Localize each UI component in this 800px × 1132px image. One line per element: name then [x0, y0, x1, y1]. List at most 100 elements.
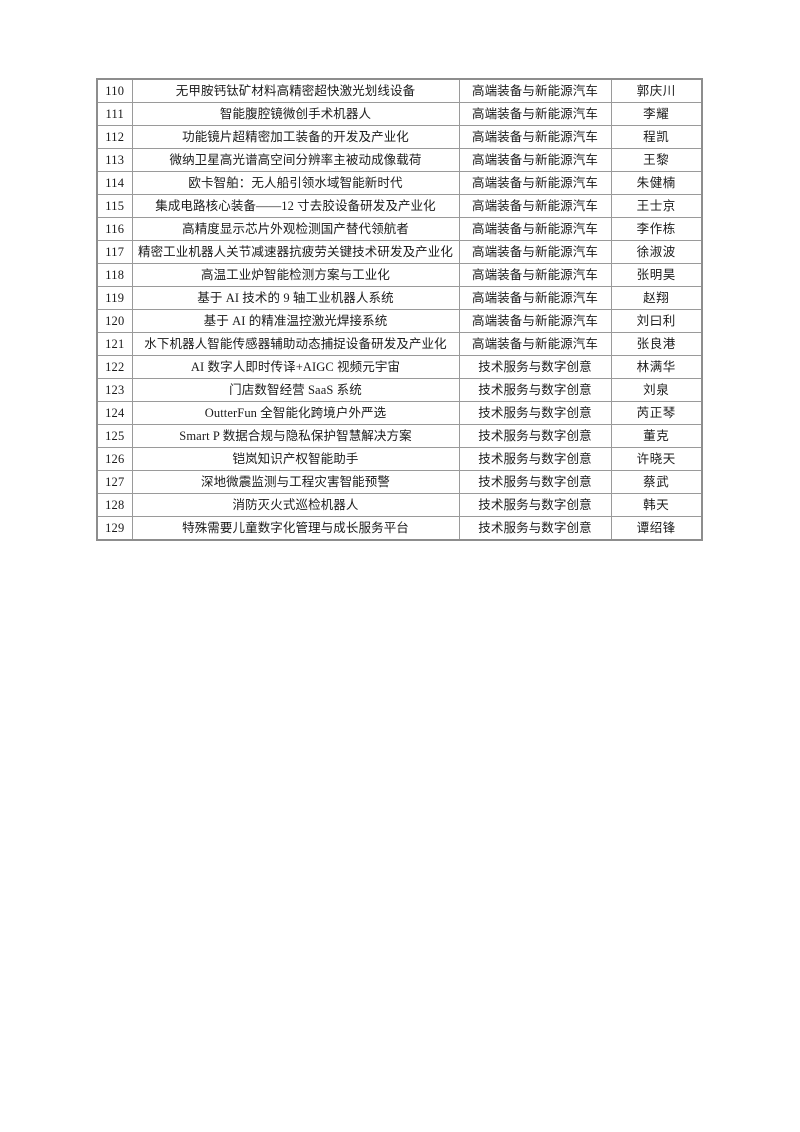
- table-row: 125 Smart P 数据合规与隐私保护智慧解决方案 技术服务与数字创意 董克: [96, 424, 703, 448]
- table-cell-title: OutterFun 全智能化跨境户外严选: [131, 401, 460, 425]
- table-cell-title: 门店数智经营 SaaS 系统: [131, 378, 460, 402]
- table-cell-person: 韩天: [610, 493, 703, 517]
- table-cell-field: 技术服务与数字创意: [458, 516, 612, 541]
- table-row: 126 铠岚知识产权智能助手 技术服务与数字创意 许晓天: [96, 447, 703, 471]
- table-cell-field: 高端装备与新能源汽车: [458, 171, 612, 195]
- table-row: 124 OutterFun 全智能化跨境户外严选 技术服务与数字创意 芮正琴: [96, 401, 703, 425]
- table-cell-person: 许晓天: [610, 447, 703, 471]
- table-cell-id: 116: [96, 217, 133, 241]
- table-cell-id: 112: [96, 125, 133, 149]
- table-cell-title: 消防灭火式巡检机器人: [131, 493, 460, 517]
- table-cell-person: 赵翔: [610, 286, 703, 310]
- table-row: 113 微纳卫星高光谱高空间分辨率主被动成像载荷 高端装备与新能源汽车 王黎: [96, 148, 703, 172]
- table-cell-person: 刘曰利: [610, 309, 703, 333]
- table-cell-person: 徐淑波: [610, 240, 703, 264]
- table-row: 129 特殊需要儿童数字化管理与成长服务平台 技术服务与数字创意 谭绍锋: [96, 516, 703, 541]
- table-cell-id: 125: [96, 424, 133, 448]
- table-cell-title: 特殊需要儿童数字化管理与成长服务平台: [131, 516, 460, 541]
- table-cell-id: 124: [96, 401, 133, 425]
- project-table: 110 无甲胺钙钛矿材料高精密超快激光划线设备 高端装备与新能源汽车 郭庆川 111 智能…: [96, 78, 703, 541]
- table-cell-field: 高端装备与新能源汽车: [458, 309, 612, 333]
- table-cell-id: 123: [96, 378, 133, 402]
- table-cell-id: 126: [96, 447, 133, 471]
- table-cell-person: 朱健楠: [610, 171, 703, 195]
- table-cell-field: 技术服务与数字创意: [458, 470, 612, 494]
- table-row: 121 水下机器人智能传感器辅助动态捕捉设备研发及产业化 高端装备与新能源汽车 张良港: [96, 332, 703, 356]
- table-cell-field: 技术服务与数字创意: [458, 424, 612, 448]
- table-cell-title: 集成电路核心装备——12 寸去胶设备研发及产业化: [131, 194, 460, 218]
- table-cell-field: 高端装备与新能源汽车: [458, 263, 612, 287]
- table-cell-field: 技术服务与数字创意: [458, 493, 612, 517]
- table-cell-title: 欧卡智舶：无人船引领水域智能新时代: [131, 171, 460, 195]
- table-cell-field: 高端装备与新能源汽车: [458, 286, 612, 310]
- table-cell-person: 程凯: [610, 125, 703, 149]
- table-cell-id: 111: [96, 102, 133, 126]
- table-cell-field: 技术服务与数字创意: [458, 447, 612, 471]
- table-cell-title: 高温工业炉智能检测方案与工业化: [131, 263, 460, 287]
- project-table-container: 110 无甲胺钙钛矿材料高精密超快激光划线设备 高端装备与新能源汽车 郭庆川 111 智能…: [96, 78, 703, 541]
- table-cell-person: 董克: [610, 424, 703, 448]
- table-cell-id: 115: [96, 194, 133, 218]
- table-cell-person: 李耀: [610, 102, 703, 126]
- table-row: 118 高温工业炉智能检测方案与工业化 高端装备与新能源汽车 张明昊: [96, 263, 703, 287]
- table-row: 110 无甲胺钙钛矿材料高精密超快激光划线设备 高端装备与新能源汽车 郭庆川: [96, 78, 703, 103]
- table-row: 112 功能镜片超精密加工装备的开发及产业化 高端装备与新能源汽车 程凯: [96, 125, 703, 149]
- table-cell-id: 118: [96, 263, 133, 287]
- table-cell-id: 110: [96, 78, 133, 103]
- table-row: 128 消防灭火式巡检机器人 技术服务与数字创意 韩天: [96, 493, 703, 517]
- table-cell-field: 技术服务与数字创意: [458, 401, 612, 425]
- table-row: 115 集成电路核心装备——12 寸去胶设备研发及产业化 高端装备与新能源汽车 王士京: [96, 194, 703, 218]
- table-cell-id: 113: [96, 148, 133, 172]
- table-row: 114 欧卡智舶：无人船引领水域智能新时代 高端装备与新能源汽车 朱健楠: [96, 171, 703, 195]
- table-cell-field: 技术服务与数字创意: [458, 355, 612, 379]
- table-cell-title: 功能镜片超精密加工装备的开发及产业化: [131, 125, 460, 149]
- table-row: 117 精密工业机器人关节减速器抗疲劳关键技术研发及产业化 高端装备与新能源汽车 徐淑…: [96, 240, 703, 264]
- table-cell-field: 高端装备与新能源汽车: [458, 217, 612, 241]
- table-cell-title: AI 数字人即时传译+AIGC 视频元宇宙: [131, 355, 460, 379]
- project-table-body: 110 无甲胺钙钛矿材料高精密超快激光划线设备 高端装备与新能源汽车 郭庆川 111 智能…: [96, 78, 703, 541]
- table-cell-title: 微纳卫星高光谱高空间分辨率主被动成像载荷: [131, 148, 460, 172]
- table-cell-person: 张良港: [610, 332, 703, 356]
- table-cell-person: 李作栋: [610, 217, 703, 241]
- table-cell-person: 蔡武: [610, 470, 703, 494]
- table-cell-id: 119: [96, 286, 133, 310]
- table-cell-title: 铠岚知识产权智能助手: [131, 447, 460, 471]
- table-cell-field: 高端装备与新能源汽车: [458, 194, 612, 218]
- table-cell-person: 王士京: [610, 194, 703, 218]
- table-row: 123 门店数智经营 SaaS 系统 技术服务与数字创意 刘泉: [96, 378, 703, 402]
- table-cell-title: 智能腹腔镜微创手术机器人: [131, 102, 460, 126]
- table-cell-person: 芮正琴: [610, 401, 703, 425]
- table-cell-id: 114: [96, 171, 133, 195]
- table-cell-id: 127: [96, 470, 133, 494]
- table-cell-person: 刘泉: [610, 378, 703, 402]
- table-cell-field: 高端装备与新能源汽车: [458, 148, 612, 172]
- table-cell-person: 郭庆川: [610, 78, 703, 103]
- table-cell-title: 无甲胺钙钛矿材料高精密超快激光划线设备: [131, 78, 460, 103]
- table-cell-person: 张明昊: [610, 263, 703, 287]
- table-cell-field: 高端装备与新能源汽车: [458, 102, 612, 126]
- table-cell-title: 高精度显示芯片外观检测国产替代领航者: [131, 217, 460, 241]
- table-cell-id: 117: [96, 240, 133, 264]
- table-cell-person: 谭绍锋: [610, 516, 703, 541]
- table-cell-field: 技术服务与数字创意: [458, 378, 612, 402]
- table-row: 119 基于 AI 技术的 9 轴工业机器人系统 高端装备与新能源汽车 赵翔: [96, 286, 703, 310]
- table-cell-id: 121: [96, 332, 133, 356]
- table-cell-field: 高端装备与新能源汽车: [458, 125, 612, 149]
- table-row: 111 智能腹腔镜微创手术机器人 高端装备与新能源汽车 李耀: [96, 102, 703, 126]
- table-cell-person: 王黎: [610, 148, 703, 172]
- table-row: 127 深地微震监测与工程灾害智能预警 技术服务与数字创意 蔡武: [96, 470, 703, 494]
- table-cell-person: 林满华: [610, 355, 703, 379]
- table-cell-field: 高端装备与新能源汽车: [458, 240, 612, 264]
- table-cell-title: 精密工业机器人关节减速器抗疲劳关键技术研发及产业化: [131, 240, 460, 264]
- table-cell-id: 128: [96, 493, 133, 517]
- table-cell-id: 122: [96, 355, 133, 379]
- table-row: 116 高精度显示芯片外观检测国产替代领航者 高端装备与新能源汽车 李作栋: [96, 217, 703, 241]
- table-row: 120 基于 AI 的精准温控激光焊接系统 高端装备与新能源汽车 刘曰利: [96, 309, 703, 333]
- table-cell-field: 高端装备与新能源汽车: [458, 332, 612, 356]
- table-cell-title: Smart P 数据合规与隐私保护智慧解决方案: [131, 424, 460, 448]
- table-cell-title: 深地微震监测与工程灾害智能预警: [131, 470, 460, 494]
- table-cell-title: 基于 AI 技术的 9 轴工业机器人系统: [131, 286, 460, 310]
- table-cell-title: 基于 AI 的精准温控激光焊接系统: [131, 309, 460, 333]
- table-cell-field: 高端装备与新能源汽车: [458, 78, 612, 103]
